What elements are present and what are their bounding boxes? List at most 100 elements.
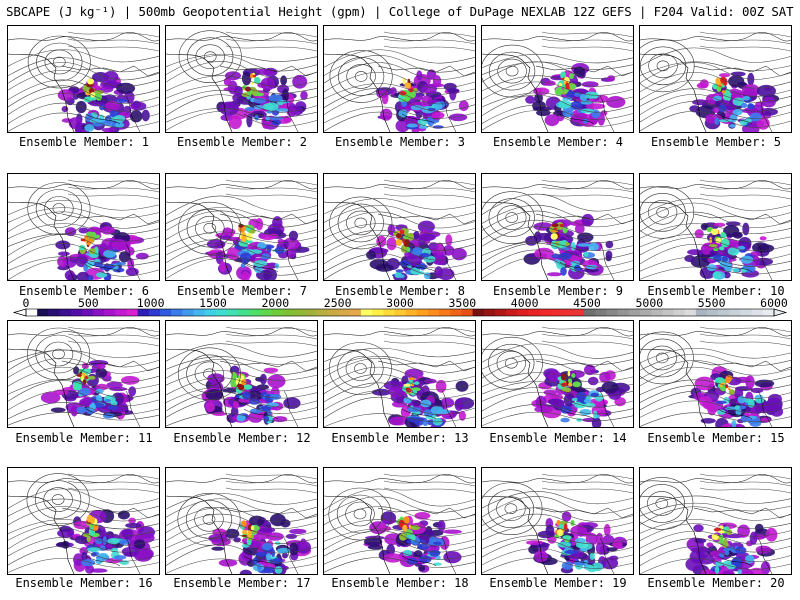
colorbar-segment (171, 309, 183, 316)
member-map-graphic (8, 31, 159, 132)
colorbar-segment (48, 309, 60, 316)
member-label: Ensemble Member: 1 (18, 135, 150, 149)
ensemble-member-map (481, 467, 634, 575)
colorbar-segment (215, 309, 228, 316)
member-map-graphic (482, 326, 633, 427)
colorbar-tick-label: 3000 (386, 296, 414, 310)
member-label: Ensemble Member: 13 (331, 431, 469, 445)
member-label: Ensemble Member: 18 (331, 576, 469, 590)
colorbar-segment (271, 309, 284, 316)
colorbar-segment (293, 309, 306, 316)
colorbar-segment (92, 309, 105, 316)
colorbar-tick-label: 1500 (199, 296, 227, 310)
member-label: Ensemble Member: 19 (489, 576, 627, 590)
colorbar-segment (494, 309, 507, 316)
member-map-graphic (8, 473, 159, 574)
member-label: Ensemble Member: 5 (650, 135, 782, 149)
colorbar-segment (238, 309, 250, 316)
ensemble-member-map (481, 25, 634, 133)
sbcape-colorbar: 0 500 1000 1500 2000 2500 3000 3500 4000 4500 5000… (0, 296, 800, 320)
colorbar-segment (695, 309, 708, 316)
member-map-graphic (482, 179, 633, 280)
ensemble-member-map (7, 173, 160, 281)
colorbar-segment (37, 309, 49, 316)
colorbar-tick-label: 500 (77, 296, 99, 310)
ensemble-member-map (639, 25, 792, 133)
colorbar-tick-label: 5500 (697, 296, 726, 310)
member-map-graphic (166, 326, 317, 427)
colorbar-segment (751, 309, 764, 316)
member-label: Ensemble Member: 16 (15, 576, 153, 590)
member-label: Ensemble Member: 6 (18, 284, 150, 298)
ensemble-member-map (165, 467, 318, 575)
colorbar-segment (327, 309, 339, 316)
member-label: Ensemble Member: 7 (176, 284, 308, 298)
colorbar-segment (126, 309, 139, 316)
member-label: Ensemble Member: 14 (489, 431, 627, 445)
colorbar-segment (628, 309, 641, 316)
colorbar-segment (461, 309, 473, 316)
ensemble-member-map (165, 173, 318, 281)
ensemble-member-map (323, 25, 476, 133)
colorbar-segment (617, 309, 630, 316)
member-map-graphic (482, 473, 633, 574)
member-map-graphic (324, 326, 475, 427)
colorbar-segment (606, 309, 619, 316)
colorbar-segment (550, 309, 563, 316)
member-map-graphic (166, 179, 317, 280)
colorbar-segment (684, 309, 697, 316)
ensemble-member-map (7, 467, 160, 575)
ensemble-member-map (165, 320, 318, 428)
member-label: Ensemble Member: 12 (173, 431, 311, 445)
colorbar-segment (584, 309, 596, 316)
colorbar-segment (539, 309, 552, 316)
colorbar-segment (450, 309, 462, 316)
colorbar-segment (740, 309, 753, 316)
ensemble-member-map (639, 320, 792, 428)
colorbar-tick-label: 1000 (136, 296, 165, 310)
colorbar-segment (372, 309, 384, 316)
page-title: SBCAPE (J kg⁻¹) | 500mb Geopotential Hei… (6, 4, 796, 19)
colorbar-segment (673, 309, 686, 316)
member-map-graphic (8, 179, 159, 280)
colorbar-segment (193, 309, 206, 316)
colorbar-segment (349, 309, 362, 316)
colorbar-segment (573, 309, 585, 316)
colorbar-segment (383, 309, 395, 316)
member-map-graphic (640, 179, 791, 280)
member-map-graphic (640, 31, 791, 132)
colorbar-segment (595, 309, 607, 316)
member-map-graphic (640, 473, 791, 574)
colorbar-segment (472, 309, 485, 316)
ensemble-member-map (323, 467, 476, 575)
colorbar-segment (305, 309, 317, 316)
member-label: Ensemble Member: 4 (492, 135, 624, 149)
colorbar-segment (282, 309, 295, 316)
colorbar-segment (427, 309, 440, 316)
colorbar-segment (226, 309, 239, 316)
ensemble-member-map (7, 320, 160, 428)
colorbar-segment (338, 309, 351, 316)
member-map-graphic (640, 326, 791, 427)
member-map-graphic (166, 473, 317, 574)
colorbar-segment (561, 309, 574, 316)
ensemble-member-map (639, 173, 792, 281)
colorbar-segment (439, 309, 451, 316)
colorbar-tick-label: 2500 (323, 296, 352, 310)
colorbar-segment (260, 309, 273, 316)
colorbar-segment (405, 309, 418, 316)
colorbar-segment (115, 309, 127, 316)
colorbar-segment (204, 309, 217, 316)
member-label: Ensemble Member: 17 (173, 576, 311, 590)
ensemble-member-map (323, 173, 476, 281)
colorbar-segment (159, 309, 172, 316)
colorbar-segment (640, 309, 652, 316)
colorbar-segment (506, 309, 518, 316)
colorbar-tick-label: 5000 (635, 296, 664, 310)
member-label: Ensemble Member: 11 (15, 431, 153, 445)
colorbar-segment (104, 309, 116, 316)
colorbar-segment (316, 309, 328, 316)
colorbar-segment (416, 309, 429, 316)
member-label: Ensemble Member: 3 (334, 135, 466, 149)
member-map-graphic (324, 179, 475, 280)
